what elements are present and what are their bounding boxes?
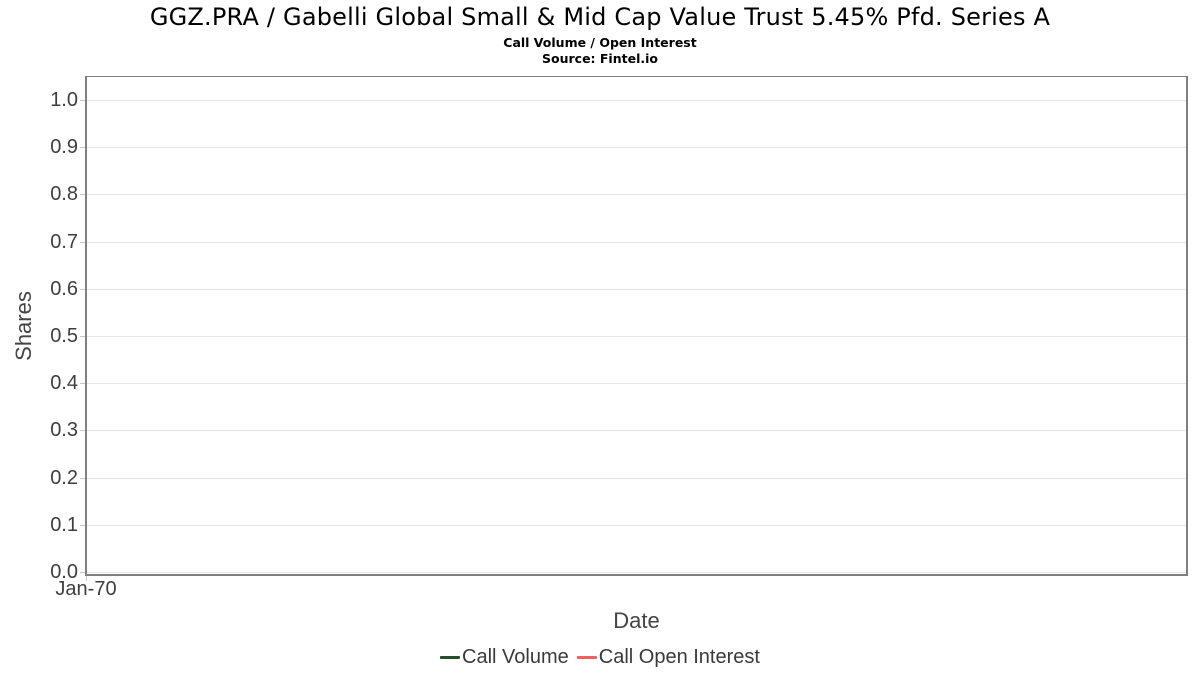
plot-area bbox=[85, 76, 1188, 576]
y-gridline bbox=[87, 241, 1186, 243]
y-gridline bbox=[87, 147, 1186, 149]
y-tick-mark bbox=[80, 383, 85, 385]
y-gridline bbox=[87, 194, 1186, 196]
y-tick-mark bbox=[80, 477, 85, 479]
y-gridline bbox=[87, 524, 1186, 526]
y-gridline bbox=[87, 477, 1186, 479]
x-axis-title: Date bbox=[613, 608, 660, 633]
legend-dash-icon bbox=[440, 656, 461, 659]
y-tick-mark bbox=[80, 194, 85, 196]
chart-legend: Call Volume Call Open Interest bbox=[0, 646, 1200, 669]
y-gridline bbox=[87, 288, 1186, 290]
y-gridline bbox=[87, 430, 1186, 432]
y-tick-label: 0.9 bbox=[50, 136, 78, 159]
y-tick-label: 0.2 bbox=[50, 466, 78, 489]
y-tick-label: 0.5 bbox=[50, 325, 78, 347]
y-gridline bbox=[87, 336, 1186, 337]
chart-source: Source: Fintel.io bbox=[542, 51, 658, 66]
x-tick-mark bbox=[86, 576, 87, 581]
y-tick-mark bbox=[80, 147, 85, 149]
y-tick-mark bbox=[80, 336, 85, 337]
chart-title: GGZ.PRA / Gabelli Global Small & Mid Cap… bbox=[149, 3, 1051, 31]
y-gridline bbox=[87, 572, 1186, 573]
x-tick-label: Jan-70 bbox=[55, 578, 117, 600]
y-tick-label: 1.0 bbox=[50, 89, 78, 111]
legend-label: Call Open Interest bbox=[598, 646, 760, 668]
y-tick-label: 0.0 bbox=[50, 561, 78, 583]
legend-item-call-open-interest[interactable]: Call Open Interest bbox=[576, 646, 760, 669]
y-tick-label: 0.7 bbox=[50, 230, 78, 253]
legend-item-call-volume[interactable]: Call Volume bbox=[440, 646, 569, 669]
y-tick-label: 0.3 bbox=[50, 419, 78, 442]
y-tick-label: 0.6 bbox=[50, 277, 78, 300]
y-tick-mark bbox=[80, 288, 85, 290]
legend-dash-icon bbox=[576, 656, 597, 659]
y-tick-label: 0.8 bbox=[50, 183, 78, 206]
y-tick-mark bbox=[80, 100, 85, 101]
chart-subtitle: Call Volume / Open Interest bbox=[503, 35, 697, 50]
y-tick-label: 0.4 bbox=[50, 372, 78, 395]
y-tick-mark bbox=[80, 241, 85, 243]
legend-label: Call Volume bbox=[462, 646, 569, 668]
y-tick-label: 0.1 bbox=[50, 513, 78, 536]
y-tick-mark bbox=[80, 524, 85, 526]
y-tick-mark bbox=[80, 430, 85, 432]
y-gridline bbox=[87, 100, 1186, 101]
y-gridline bbox=[87, 383, 1186, 385]
y-tick-mark bbox=[80, 572, 85, 573]
